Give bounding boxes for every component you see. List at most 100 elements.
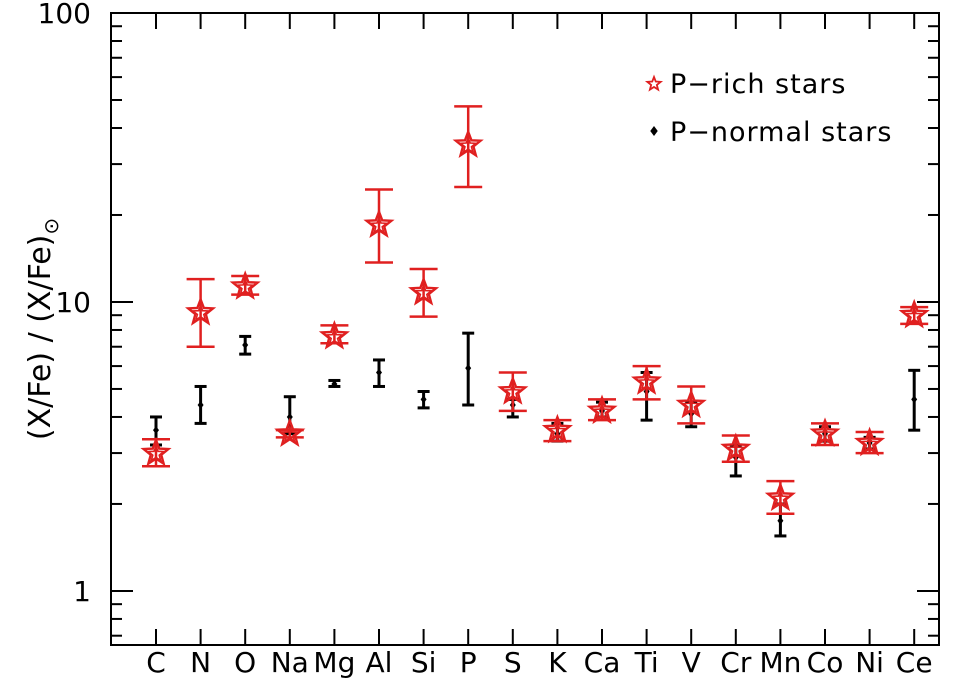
star-inner	[235, 277, 255, 296]
star-inner	[770, 488, 791, 508]
star-marker	[586, 394, 618, 425]
diamond-marker	[197, 400, 204, 409]
star-marker	[274, 417, 306, 447]
star-inner	[815, 424, 835, 444]
diamond-marker	[331, 380, 338, 389]
diamond-marker	[286, 412, 293, 421]
star-marker	[720, 432, 752, 463]
y-tick-labels: 1 10 100	[38, 0, 91, 608]
star-inner	[146, 443, 166, 463]
star-marker	[854, 426, 886, 457]
star-inner	[859, 433, 880, 453]
star-inner	[369, 215, 389, 235]
star-inner	[636, 372, 657, 391]
x-tick-label: Si	[411, 646, 437, 679]
star-marker	[229, 270, 261, 300]
star-inner	[726, 439, 746, 459]
star-inner	[413, 283, 434, 302]
star-outer	[229, 270, 261, 300]
series-layer	[140, 105, 930, 538]
diamond-marker	[153, 426, 159, 435]
series-p-normal	[150, 331, 921, 538]
x-tick-label: Cr	[720, 646, 752, 679]
star-outer	[363, 208, 395, 239]
star-outer	[452, 128, 484, 159]
legend-label-rich: P−rich stars	[670, 69, 846, 100]
x-tick-label: Ca	[584, 646, 621, 679]
x-tick-label: K	[548, 646, 567, 679]
star-inner	[190, 303, 211, 322]
star-inner	[458, 135, 478, 155]
y-tick-label: 10	[55, 286, 91, 319]
x-tick-labels: C N O Na Mg Al Si P S K Ca Ti V Cr Mn Co Ni Ce	[146, 646, 932, 679]
star-outer	[408, 275, 440, 306]
x-tick-label: Ti	[634, 646, 659, 679]
x-tick-label: Ni	[855, 646, 884, 679]
y-axis-label-main: (X/Fe) / (X/Fe)	[23, 235, 58, 440]
star-inner	[592, 401, 612, 421]
star-outer	[274, 417, 306, 447]
axis-ticks	[111, 13, 939, 645]
star-outer	[720, 432, 752, 463]
star-marker	[363, 208, 395, 239]
y-axis-label: (X/Fe) / (X/Fe)⊙	[23, 218, 63, 440]
star-outer	[541, 413, 573, 444]
x-tick-label: N	[190, 646, 211, 679]
star-marker	[318, 320, 350, 350]
y-axis-label-subscript: ⊙	[39, 218, 63, 235]
star-outer	[631, 365, 663, 395]
x-tick-label: S	[504, 646, 522, 679]
diamond-marker	[911, 395, 918, 404]
star-outer	[809, 417, 841, 447]
legend-star	[644, 74, 664, 92]
star-inner	[503, 382, 523, 401]
x-tick-label: Al	[366, 646, 393, 679]
x-tick-label: Mn	[759, 646, 801, 679]
legend-label-normal: P−normal stars	[670, 117, 892, 148]
star-outer	[898, 298, 930, 329]
star-marker	[541, 413, 573, 444]
star-marker	[898, 298, 930, 329]
diamond-marker	[242, 340, 249, 349]
star-marker	[764, 481, 796, 512]
star-outer	[185, 296, 217, 326]
star-outer	[140, 436, 172, 467]
legend: P−rich stars P−normal stars	[644, 69, 892, 148]
y-tick-label: 1	[73, 575, 91, 608]
diamond-marker	[420, 395, 427, 404]
y-tick-label: 100	[38, 0, 91, 30]
x-tick-label: C	[146, 646, 166, 679]
star-marker	[497, 375, 529, 405]
star-marker	[408, 275, 440, 306]
star-outer	[675, 388, 707, 419]
legend-marker-rich	[644, 74, 664, 92]
star-inner	[280, 424, 300, 444]
star-marker	[140, 436, 172, 467]
x-tick-label: P	[460, 646, 477, 679]
star-outer	[854, 426, 886, 457]
star-outer	[586, 394, 618, 425]
x-tick-label: Mg	[313, 646, 355, 679]
star-marker	[809, 417, 841, 447]
star-marker	[631, 365, 663, 395]
star-marker	[675, 388, 707, 419]
star-outer	[497, 375, 529, 405]
star-inner	[547, 420, 568, 440]
diamond-marker	[376, 368, 382, 377]
plot-frame	[110, 12, 940, 646]
x-tick-label: V	[682, 646, 701, 679]
x-tick-label: Co	[807, 646, 844, 679]
star-inner	[324, 327, 345, 346]
star-inner	[681, 395, 701, 415]
x-tick-label: Ce	[896, 646, 933, 679]
diamond-marker	[777, 516, 784, 525]
legend-diamond	[650, 126, 658, 136]
x-tick-label: O	[234, 646, 256, 679]
series-p-rich	[140, 105, 930, 515]
star-marker	[452, 128, 484, 159]
star-outer	[764, 481, 796, 512]
star-inner	[904, 305, 924, 325]
star-outer	[318, 320, 350, 350]
legend-marker-normal	[650, 126, 658, 136]
